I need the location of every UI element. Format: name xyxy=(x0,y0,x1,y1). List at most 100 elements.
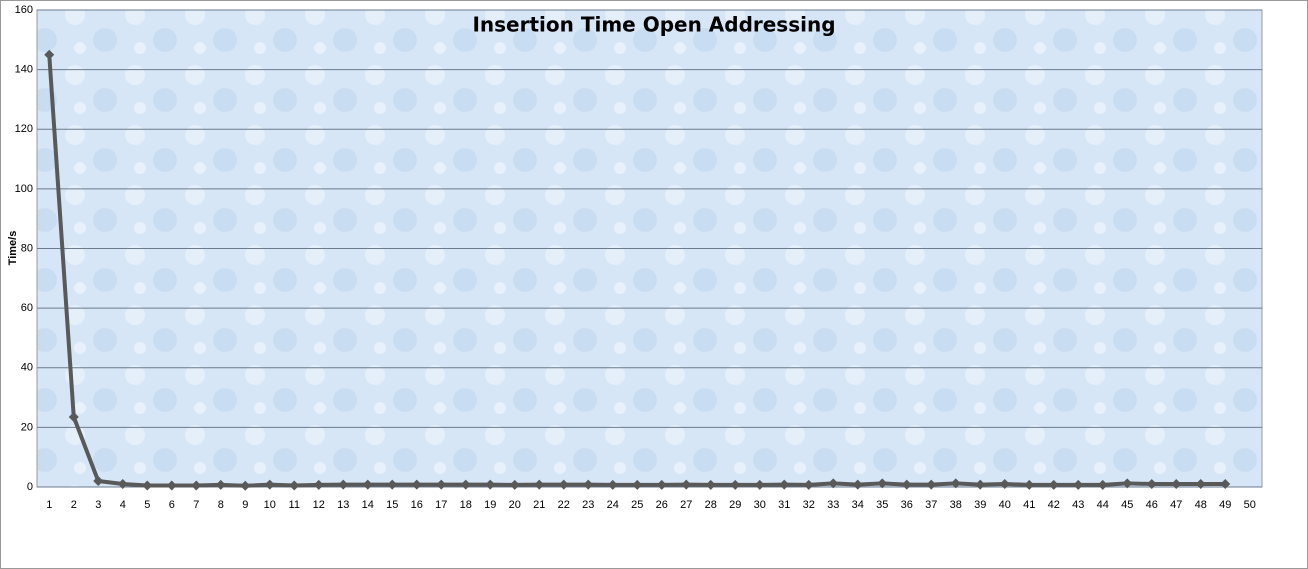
data-point xyxy=(1048,479,1059,490)
x-tick-label: 10 xyxy=(264,499,276,511)
x-tick-label: 3 xyxy=(95,499,101,511)
data-point xyxy=(460,479,471,490)
x-tick-label: 40 xyxy=(999,499,1011,511)
data-point xyxy=(1122,478,1133,489)
data-point xyxy=(583,479,594,490)
y-tick-label: 100 xyxy=(15,183,33,195)
x-tick-label: 38 xyxy=(950,499,962,511)
data-point xyxy=(68,411,79,422)
x-tick-label: 46 xyxy=(1146,499,1158,511)
data-point xyxy=(44,49,55,60)
x-tick-label: 44 xyxy=(1097,499,1109,511)
data-point xyxy=(534,479,545,490)
data-point xyxy=(681,479,692,490)
data-point xyxy=(264,479,275,490)
y-tick-label: 20 xyxy=(21,421,33,433)
data-point xyxy=(926,479,937,490)
data-point xyxy=(191,480,202,491)
x-tick-label: 18 xyxy=(460,499,472,511)
x-tick-label: 48 xyxy=(1195,499,1207,511)
data-point xyxy=(828,478,839,489)
x-tick-label: 45 xyxy=(1121,499,1133,511)
x-tick-label: 21 xyxy=(533,499,545,511)
x-tick-label: 6 xyxy=(169,499,175,511)
chart-title: Insertion Time Open Addressing xyxy=(472,13,835,37)
data-point xyxy=(877,478,888,489)
x-tick-label: 24 xyxy=(607,499,619,511)
data-point xyxy=(93,476,104,487)
data-point xyxy=(779,479,790,490)
data-point xyxy=(436,479,447,490)
x-tick-label: 12 xyxy=(313,499,325,511)
x-tick-label: 17 xyxy=(435,499,447,511)
data-point xyxy=(362,479,373,490)
data-point xyxy=(1171,479,1182,490)
x-tick-label: 34 xyxy=(852,499,864,511)
y-tick-label: 140 xyxy=(15,64,33,76)
data-point xyxy=(240,480,251,491)
data-point xyxy=(313,479,324,490)
data-point xyxy=(485,479,496,490)
x-tick-label: 31 xyxy=(778,499,790,511)
x-tick-label: 41 xyxy=(1023,499,1035,511)
x-tick-label: 9 xyxy=(242,499,248,511)
data-point xyxy=(632,479,643,490)
data-point xyxy=(852,479,863,490)
x-tick-label: 15 xyxy=(386,499,398,511)
y-tick-label: 0 xyxy=(27,481,33,493)
data-point xyxy=(950,478,961,489)
data-point xyxy=(656,479,667,490)
data-point xyxy=(901,479,912,490)
x-tick-label: 1 xyxy=(46,499,52,511)
data-point xyxy=(754,479,765,490)
x-tick-label: 7 xyxy=(193,499,199,511)
x-tick-label: 43 xyxy=(1072,499,1084,511)
y-tick-label: 40 xyxy=(21,362,33,374)
x-tick-label: 27 xyxy=(680,499,692,511)
x-tick-label: 5 xyxy=(144,499,150,511)
y-tick-label: 120 xyxy=(15,123,33,135)
data-point xyxy=(705,479,716,490)
x-tick-label: 23 xyxy=(582,499,594,511)
x-tick-label: 20 xyxy=(509,499,521,511)
data-point xyxy=(1097,479,1108,490)
x-tick-label: 28 xyxy=(705,499,717,511)
data-point xyxy=(387,479,398,490)
x-tick-label: 42 xyxy=(1048,499,1060,511)
x-tick-label: 19 xyxy=(484,499,496,511)
x-tick-label: 39 xyxy=(974,499,986,511)
data-point xyxy=(803,479,814,490)
y-tick-label: 80 xyxy=(21,242,33,254)
data-point xyxy=(1195,479,1206,490)
data-point xyxy=(1024,479,1035,490)
data-point xyxy=(730,479,741,490)
x-tick-label: 49 xyxy=(1219,499,1231,511)
data-point xyxy=(1073,479,1084,490)
x-tick-label: 26 xyxy=(656,499,668,511)
x-tick-label: 22 xyxy=(558,499,570,511)
x-tick-label: 14 xyxy=(362,499,374,511)
x-tick-label: 47 xyxy=(1170,499,1182,511)
data-point xyxy=(509,479,520,490)
x-tick-label: 33 xyxy=(827,499,839,511)
data-point xyxy=(558,479,569,490)
x-tick-label: 2 xyxy=(71,499,77,511)
data-point xyxy=(975,479,986,490)
x-tick-label: 30 xyxy=(754,499,766,511)
y-tick-label: 60 xyxy=(21,302,33,314)
x-tick-label: 37 xyxy=(925,499,937,511)
x-tick-label: 16 xyxy=(411,499,423,511)
data-point xyxy=(117,479,128,490)
x-tick-label: 8 xyxy=(218,499,224,511)
x-tick-label: 4 xyxy=(120,499,126,511)
x-tick-label: 35 xyxy=(876,499,888,511)
x-tick-label: 25 xyxy=(631,499,643,511)
data-point xyxy=(338,479,349,490)
data-point xyxy=(1220,479,1231,490)
data-point xyxy=(607,479,618,490)
data-point xyxy=(215,479,226,490)
x-tick-label: 13 xyxy=(337,499,349,511)
data-point xyxy=(166,480,177,491)
y-axis-label: Time/s xyxy=(7,231,19,266)
